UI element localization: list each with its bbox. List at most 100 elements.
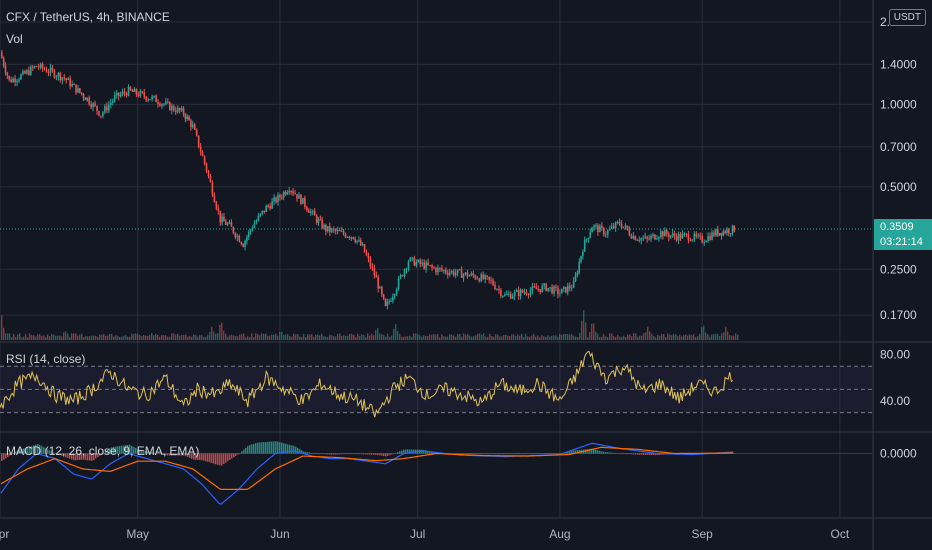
candle-body [294, 193, 296, 195]
candle-body [511, 296, 514, 299]
candle-body [47, 72, 50, 74]
volume-bar [21, 337, 23, 340]
volume-bar [213, 331, 215, 340]
candle-body [269, 206, 271, 209]
macd-histogram-bar [37, 444, 39, 454]
currency-button[interactable]: USDT [888, 9, 926, 26]
volume-bar [25, 334, 27, 340]
volume-bar [565, 334, 567, 340]
candle-body [49, 67, 52, 73]
volume-legend[interactable]: Vol [6, 32, 23, 46]
candle-body [454, 272, 457, 276]
macd-histogram-bar [379, 453, 381, 456]
candle-body [450, 270, 453, 273]
volume-bar [575, 336, 577, 340]
candle-body [632, 236, 635, 239]
volume-bar [301, 337, 303, 340]
candle-body [539, 289, 542, 292]
candle-body [373, 268, 376, 276]
candle-body [697, 235, 700, 237]
candle-body [104, 106, 106, 113]
volume-bar [475, 335, 477, 340]
volume-bar [569, 334, 571, 340]
candle-body [427, 262, 429, 266]
volume-bar [313, 336, 315, 340]
macd-histogram-bar [57, 453, 59, 455]
macd-histogram-bar [55, 453, 57, 455]
macd-histogram-bar [527, 453, 529, 454]
macd-histogram-bar [5, 453, 7, 459]
macd-histogram-bar [223, 453, 225, 464]
macd-histogram-bar [155, 453, 157, 454]
volume-bar [51, 333, 53, 340]
volume-bar [359, 335, 361, 340]
candle-body [654, 234, 656, 240]
volume-bar [601, 336, 603, 340]
candle-body [620, 223, 623, 228]
macd-pane [0, 441, 872, 505]
macd-histogram-bar [187, 453, 189, 458]
candle-body [282, 192, 285, 198]
candle-body [513, 291, 516, 297]
candle-body [468, 275, 471, 277]
volume-bar [483, 333, 485, 340]
macd-histogram-bar [655, 453, 657, 456]
candle-body [452, 270, 455, 276]
candle-body [195, 129, 198, 136]
volume-bar [703, 325, 705, 340]
volume-bar [395, 324, 397, 340]
candle-body [115, 92, 118, 96]
volume-bar [599, 337, 601, 340]
candle-body [265, 205, 267, 213]
macd-histogram-bar [599, 450, 601, 454]
volume-bar [573, 335, 575, 340]
macd-histogram-bar [89, 453, 91, 461]
candle-body [240, 242, 243, 245]
price-tick-label: 0.2500 [880, 262, 917, 276]
volume-bar [537, 335, 539, 340]
volume-bar [723, 332, 725, 340]
macd-histogram-bar [351, 453, 353, 455]
volume-bar [331, 335, 333, 340]
volume-bar [497, 334, 499, 340]
macd-histogram-bar [265, 441, 267, 454]
candle-body [504, 294, 506, 296]
volume-bar [15, 336, 17, 340]
macd-histogram-bar [605, 451, 607, 454]
macd-legend[interactable]: MACD (12, 26, close, 9, EMA, EMA) [6, 444, 200, 458]
volume-bar [99, 334, 101, 340]
volume-bar [113, 336, 115, 340]
macd-histogram-bar [123, 445, 125, 454]
macd-histogram-bar [525, 453, 527, 454]
macd-histogram-bar [631, 453, 633, 455]
macd-histogram-bar [457, 453, 459, 455]
candle-body [249, 229, 252, 232]
candle-body [65, 78, 68, 81]
macd-histogram-bar [647, 453, 649, 455]
rsi-legend[interactable]: RSI (14, close) [6, 352, 86, 366]
macd-histogram-bar [233, 453, 235, 458]
macd-histogram-bar [25, 447, 27, 454]
candle-body [506, 294, 508, 296]
volume-bar [115, 335, 117, 340]
candle-body [634, 236, 637, 241]
volume-bar [105, 335, 107, 340]
macd-histogram-bar [611, 452, 613, 454]
symbol-legend[interactable]: CFX / TetherUS, 4h, BINANCE [6, 10, 170, 24]
candle-body [718, 232, 721, 236]
candle-body [125, 93, 128, 96]
candle-body [246, 236, 248, 241]
volume-bar [191, 336, 193, 340]
macd-histogram-bar [315, 453, 317, 455]
macd-histogram-bar [71, 453, 73, 460]
candle-body [167, 101, 169, 103]
volume-bar [401, 336, 403, 340]
macd-histogram-bar [617, 453, 619, 454]
macd-histogram-bar [143, 450, 145, 454]
candle-body [71, 84, 73, 87]
candle-body [271, 201, 273, 209]
volume-bar [485, 336, 487, 340]
macd-histogram-bar [293, 445, 295, 454]
volume-bar [13, 333, 15, 340]
